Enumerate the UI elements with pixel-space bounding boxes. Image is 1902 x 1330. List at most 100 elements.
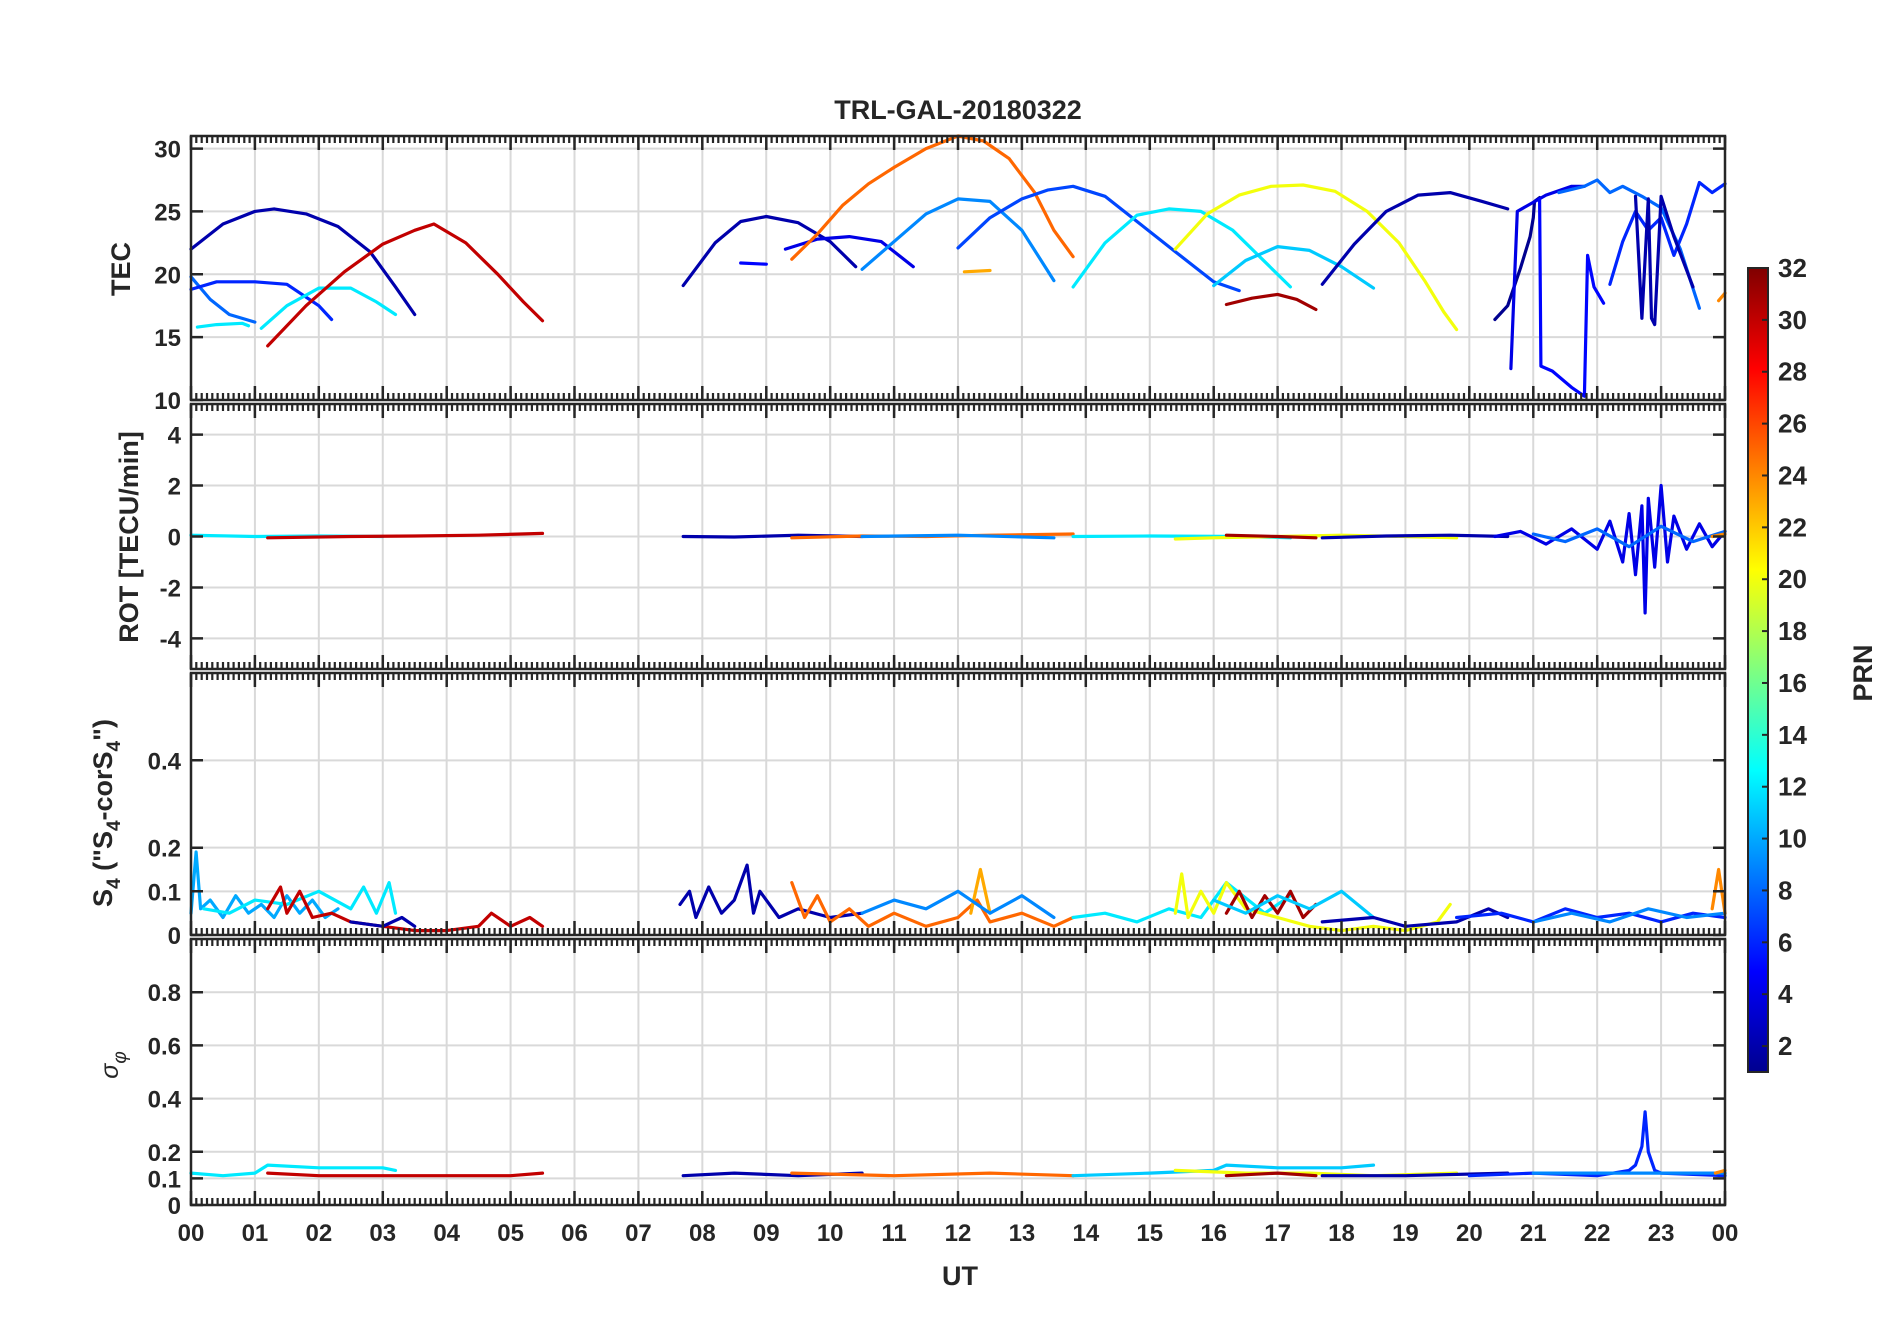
colorbar-tick-label: 10 <box>1778 824 1807 854</box>
colorbar-tick-label: 4 <box>1778 979 1793 1009</box>
s4-ylabel-sub: 4 <box>104 878 125 889</box>
colorbar-tick-label: 12 <box>1778 772 1807 802</box>
s4-series-prn-23 <box>969 867 992 915</box>
tec-series-prn-2 <box>681 214 858 288</box>
s4-ylabel: S4 ("S4-corS4") <box>88 719 125 907</box>
s4-ytick-label: 0 <box>168 923 181 950</box>
rot-ytick-label: -2 <box>160 575 181 602</box>
xtick-label: 22 <box>1584 1220 1611 1247</box>
xtick-label: 08 <box>689 1220 716 1247</box>
s4-series-prn-9 <box>1531 907 1727 924</box>
xtick-label: 17 <box>1264 1220 1291 1247</box>
tec-series-prn-20 <box>1173 183 1459 332</box>
rot-series-prn-31 <box>1224 533 1318 540</box>
s4-series-prn-9 <box>860 889 1056 920</box>
s4-series-prn-12 <box>202 881 398 915</box>
colorbar-tick-label: 30 <box>1778 305 1807 335</box>
colorbar-tick-label: 16 <box>1778 668 1807 698</box>
colorbar-tick-label: 28 <box>1778 357 1807 387</box>
sigma-series-prn-12 <box>189 1163 398 1178</box>
s4-series-prn-11 <box>1212 889 1376 920</box>
tec-panel: 10 15 20 25 30 <box>154 134 1727 415</box>
tec-series-prn-23 <box>962 268 992 274</box>
xtick-label: 15 <box>1136 1220 1163 1247</box>
tec-series-prn-4 <box>1509 184 1586 371</box>
s4-ylabel-main: S <box>88 889 118 907</box>
tec-ytick-label: 20 <box>154 262 181 289</box>
xtick-label: 12 <box>945 1220 972 1247</box>
s4-series-prn-31 <box>1224 889 1318 920</box>
xtick-label: 11 <box>881 1220 906 1247</box>
xtick-label: 00 <box>1712 1220 1739 1247</box>
s4-ylabel-tail-sub: 4 <box>104 740 125 751</box>
sigma-series-prn-24 <box>1713 1168 1727 1175</box>
x-axis-label: UT <box>942 1261 978 1291</box>
s4-panel: 0 0.1 0.2 0.4 <box>148 671 1727 950</box>
rot-ylabel: ROT [TECU/min] <box>114 431 144 642</box>
s4-series-prn-25 <box>790 881 1075 928</box>
sigma-series-prn-25 <box>790 1171 1075 1178</box>
sigma-series-prn-11 <box>1071 1163 1376 1178</box>
s4-ylabel-mid-sub: 4 <box>104 820 125 831</box>
rot-ytick-label: 4 <box>168 423 182 450</box>
tec-series-prn-12 <box>195 321 251 329</box>
colorbar-tick-label: 26 <box>1778 409 1807 439</box>
tec-ytick-label: 25 <box>154 199 181 226</box>
colorbar-tick-label: 24 <box>1778 460 1807 490</box>
s4-ylabel-mid: ("S <box>88 831 118 878</box>
tec-series-prn-5 <box>739 261 768 266</box>
tec-ytick-label: 10 <box>154 388 181 415</box>
sigma-major-ticks <box>189 939 1727 1207</box>
rot-series-prn-8 <box>1531 524 1727 549</box>
rot-ytick-label: 2 <box>168 474 181 501</box>
xtick-label: 23 <box>1648 1220 1675 1247</box>
sigma-ytick-label: 0.4 <box>148 1087 182 1114</box>
xtick-label: 07 <box>625 1220 652 1247</box>
s4-ylabel-end: ") <box>88 719 118 741</box>
colorbar-tick-label: 8 <box>1778 875 1792 905</box>
xtick-label: 18 <box>1328 1220 1355 1247</box>
tec-series-prn-6 <box>1608 180 1727 286</box>
s4-series-prn-2 <box>349 915 417 928</box>
s4-ytick-label: 0.2 <box>148 836 181 863</box>
rot-series-prn-2 <box>1320 533 1510 540</box>
sigma-ylabel: σφ <box>96 1051 131 1078</box>
sigma-ylabel-sub: φ <box>110 1051 131 1063</box>
colorbar-tick-label: 6 <box>1778 927 1792 957</box>
colorbar-label: PRN <box>1848 644 1878 701</box>
s4-series-prn-2 <box>678 863 864 920</box>
xtick-label: 14 <box>1072 1220 1099 1247</box>
tec-series-prn-2 <box>189 207 417 317</box>
tec-ylabel: TEC <box>106 242 136 296</box>
rot-series-prn-4 <box>1493 483 1727 615</box>
rot-series-prn-9 <box>860 533 1056 540</box>
sigma-series-prn-30 <box>266 1171 545 1178</box>
colorbar-tick-label: 18 <box>1778 616 1807 646</box>
s4-series-prn-2 <box>1320 907 1510 928</box>
xtick-label: 19 <box>1392 1220 1419 1247</box>
xtick-label: 04 <box>433 1220 460 1247</box>
tec-ytick-label: 30 <box>154 137 181 164</box>
sigma-series-prn-6 <box>1467 1110 1727 1178</box>
xtick-label: 06 <box>561 1220 588 1247</box>
rot-ytick-label: 0 <box>168 525 181 552</box>
xtick-label: 21 <box>1520 1220 1547 1247</box>
rot-series-prn-30 <box>266 531 545 540</box>
colorbar-tick-label: 32 <box>1778 253 1807 283</box>
tec-major-ticks <box>189 136 1727 402</box>
rot-major-ticks <box>189 404 1727 669</box>
s4-ytick-label: 0.1 <box>148 879 181 906</box>
s4-series-prn-10 <box>189 850 340 920</box>
sigma-phi-panel: 00.10.2 0.4 0.6 0.8 00 01 02 03 04 05 06 07 08 09 10 11… <box>148 937 1739 1247</box>
xtick-label: 03 <box>369 1220 396 1247</box>
tec-series-prn-7 <box>956 184 1241 293</box>
sigma-series-prn-31 <box>1224 1171 1318 1178</box>
figure-title: TRL-GAL-20180322 <box>834 95 1082 125</box>
xtick-label: 20 <box>1456 1220 1483 1247</box>
rot-panel: -4 -2 0 2 4 <box>160 402 1727 671</box>
tec-series-prn-12 <box>1071 207 1292 289</box>
sigma-ytick-label: 0.6 <box>148 1033 181 1060</box>
xtick-label: 10 <box>817 1220 844 1247</box>
